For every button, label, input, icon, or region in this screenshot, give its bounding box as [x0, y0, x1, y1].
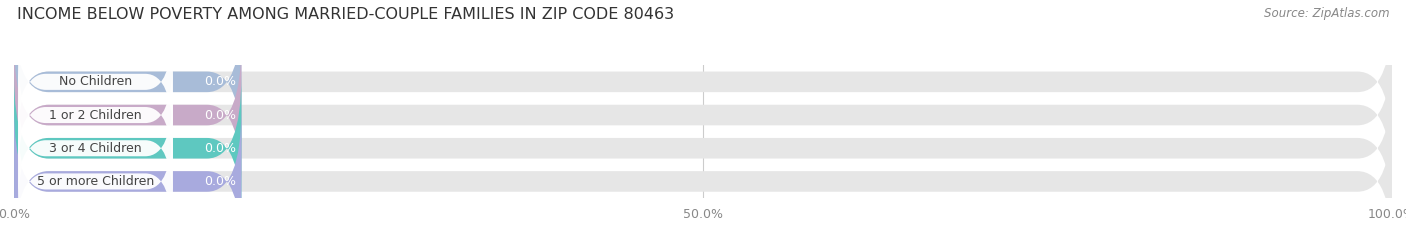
Text: 0.0%: 0.0% [204, 175, 236, 188]
FancyBboxPatch shape [14, 42, 242, 188]
FancyBboxPatch shape [18, 123, 173, 233]
Text: 1 or 2 Children: 1 or 2 Children [49, 109, 142, 122]
Text: 5 or more Children: 5 or more Children [37, 175, 155, 188]
Text: 0.0%: 0.0% [204, 142, 236, 155]
FancyBboxPatch shape [14, 109, 1392, 233]
FancyBboxPatch shape [14, 9, 1392, 154]
Text: INCOME BELOW POVERTY AMONG MARRIED-COUPLE FAMILIES IN ZIP CODE 80463: INCOME BELOW POVERTY AMONG MARRIED-COUPL… [17, 7, 673, 22]
Text: 0.0%: 0.0% [204, 75, 236, 88]
FancyBboxPatch shape [14, 75, 242, 221]
FancyBboxPatch shape [14, 109, 242, 233]
Text: 3 or 4 Children: 3 or 4 Children [49, 142, 142, 155]
FancyBboxPatch shape [18, 24, 173, 140]
FancyBboxPatch shape [14, 75, 1392, 221]
FancyBboxPatch shape [14, 42, 1392, 188]
Text: Source: ZipAtlas.com: Source: ZipAtlas.com [1264, 7, 1389, 20]
Text: No Children: No Children [59, 75, 132, 88]
Text: 0.0%: 0.0% [204, 109, 236, 122]
FancyBboxPatch shape [14, 9, 242, 154]
FancyBboxPatch shape [18, 90, 173, 207]
FancyBboxPatch shape [18, 57, 173, 173]
